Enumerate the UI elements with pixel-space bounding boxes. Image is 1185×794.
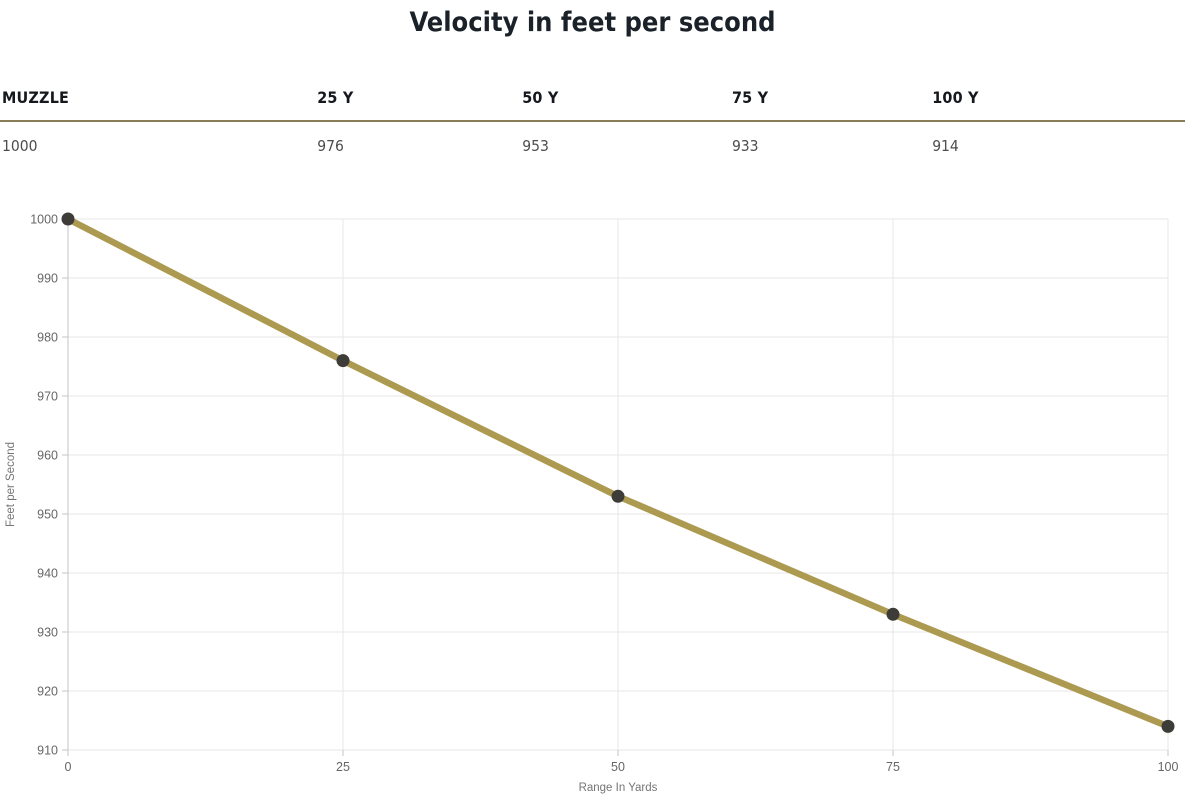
page: Velocity in feet per second MUZZLE 25 Y … [0, 7, 1185, 794]
table-header-muzzle: MUZZLE [0, 80, 316, 122]
table-header-25y: 25 Y [315, 80, 521, 122]
page-title: Velocity in feet per second [409, 7, 776, 38]
y-tick-label: 930 [37, 626, 58, 640]
table-row: 1000 976 953 933 914 [0, 121, 1185, 155]
x-tick-label: 75 [886, 760, 900, 774]
y-tick-label: 910 [37, 744, 58, 758]
x-tick-label: 50 [611, 760, 625, 774]
table-value-100y: 914 [932, 137, 959, 155]
data-point[interactable] [61, 212, 75, 226]
data-point[interactable] [336, 354, 350, 368]
x-tick-label: 25 [336, 760, 350, 774]
x-tick-label: 100 [1158, 760, 1179, 774]
table-header-100y: 100 Y [930, 80, 1185, 122]
table-value-50y: 953 [522, 137, 549, 155]
data-point[interactable] [1161, 719, 1175, 733]
table-value-muzzle: 1000 [2, 137, 38, 155]
y-tick-label: 950 [37, 508, 58, 522]
x-tick-label: 0 [65, 760, 72, 774]
velocity-chart: 910 920 930 940 950 960 970 980 990 1000 0 25 50 75 10… [0, 201, 1185, 794]
y-tick-label: 960 [37, 449, 58, 463]
y-tick-label: 940 [37, 567, 58, 581]
y-axis-title: Feet per Second [5, 442, 17, 527]
data-point[interactable] [886, 607, 900, 621]
velocity-chart-canvas: 910 920 930 940 950 960 970 980 990 1000 0 25 50 75 10… [5, 212, 1179, 794]
velocity-table-section: MUZZLE 25 Y 50 Y 75 Y 100 Y 1000 976 953… [0, 80, 1185, 155]
table-value-75y: 933 [731, 137, 759, 155]
y-tick-label: 990 [37, 272, 58, 286]
velocity-table: MUZZLE 25 Y 50 Y 75 Y 100 Y 1000 976 953… [0, 80, 1185, 155]
table-header-75y: 75 Y [729, 80, 931, 122]
table-value-25y: 976 [317, 137, 344, 155]
y-tick-label: 980 [37, 331, 58, 345]
y-tick-label: 920 [37, 685, 58, 699]
data-point[interactable] [611, 489, 625, 503]
table-header-50y: 50 Y [520, 80, 730, 122]
y-tick-label: 1000 [30, 213, 58, 227]
x-axis-title: Range In Yards [579, 782, 658, 794]
table-header-row: MUZZLE 25 Y 50 Y 75 Y 100 Y [0, 80, 1185, 122]
y-tick-label: 970 [37, 390, 58, 404]
